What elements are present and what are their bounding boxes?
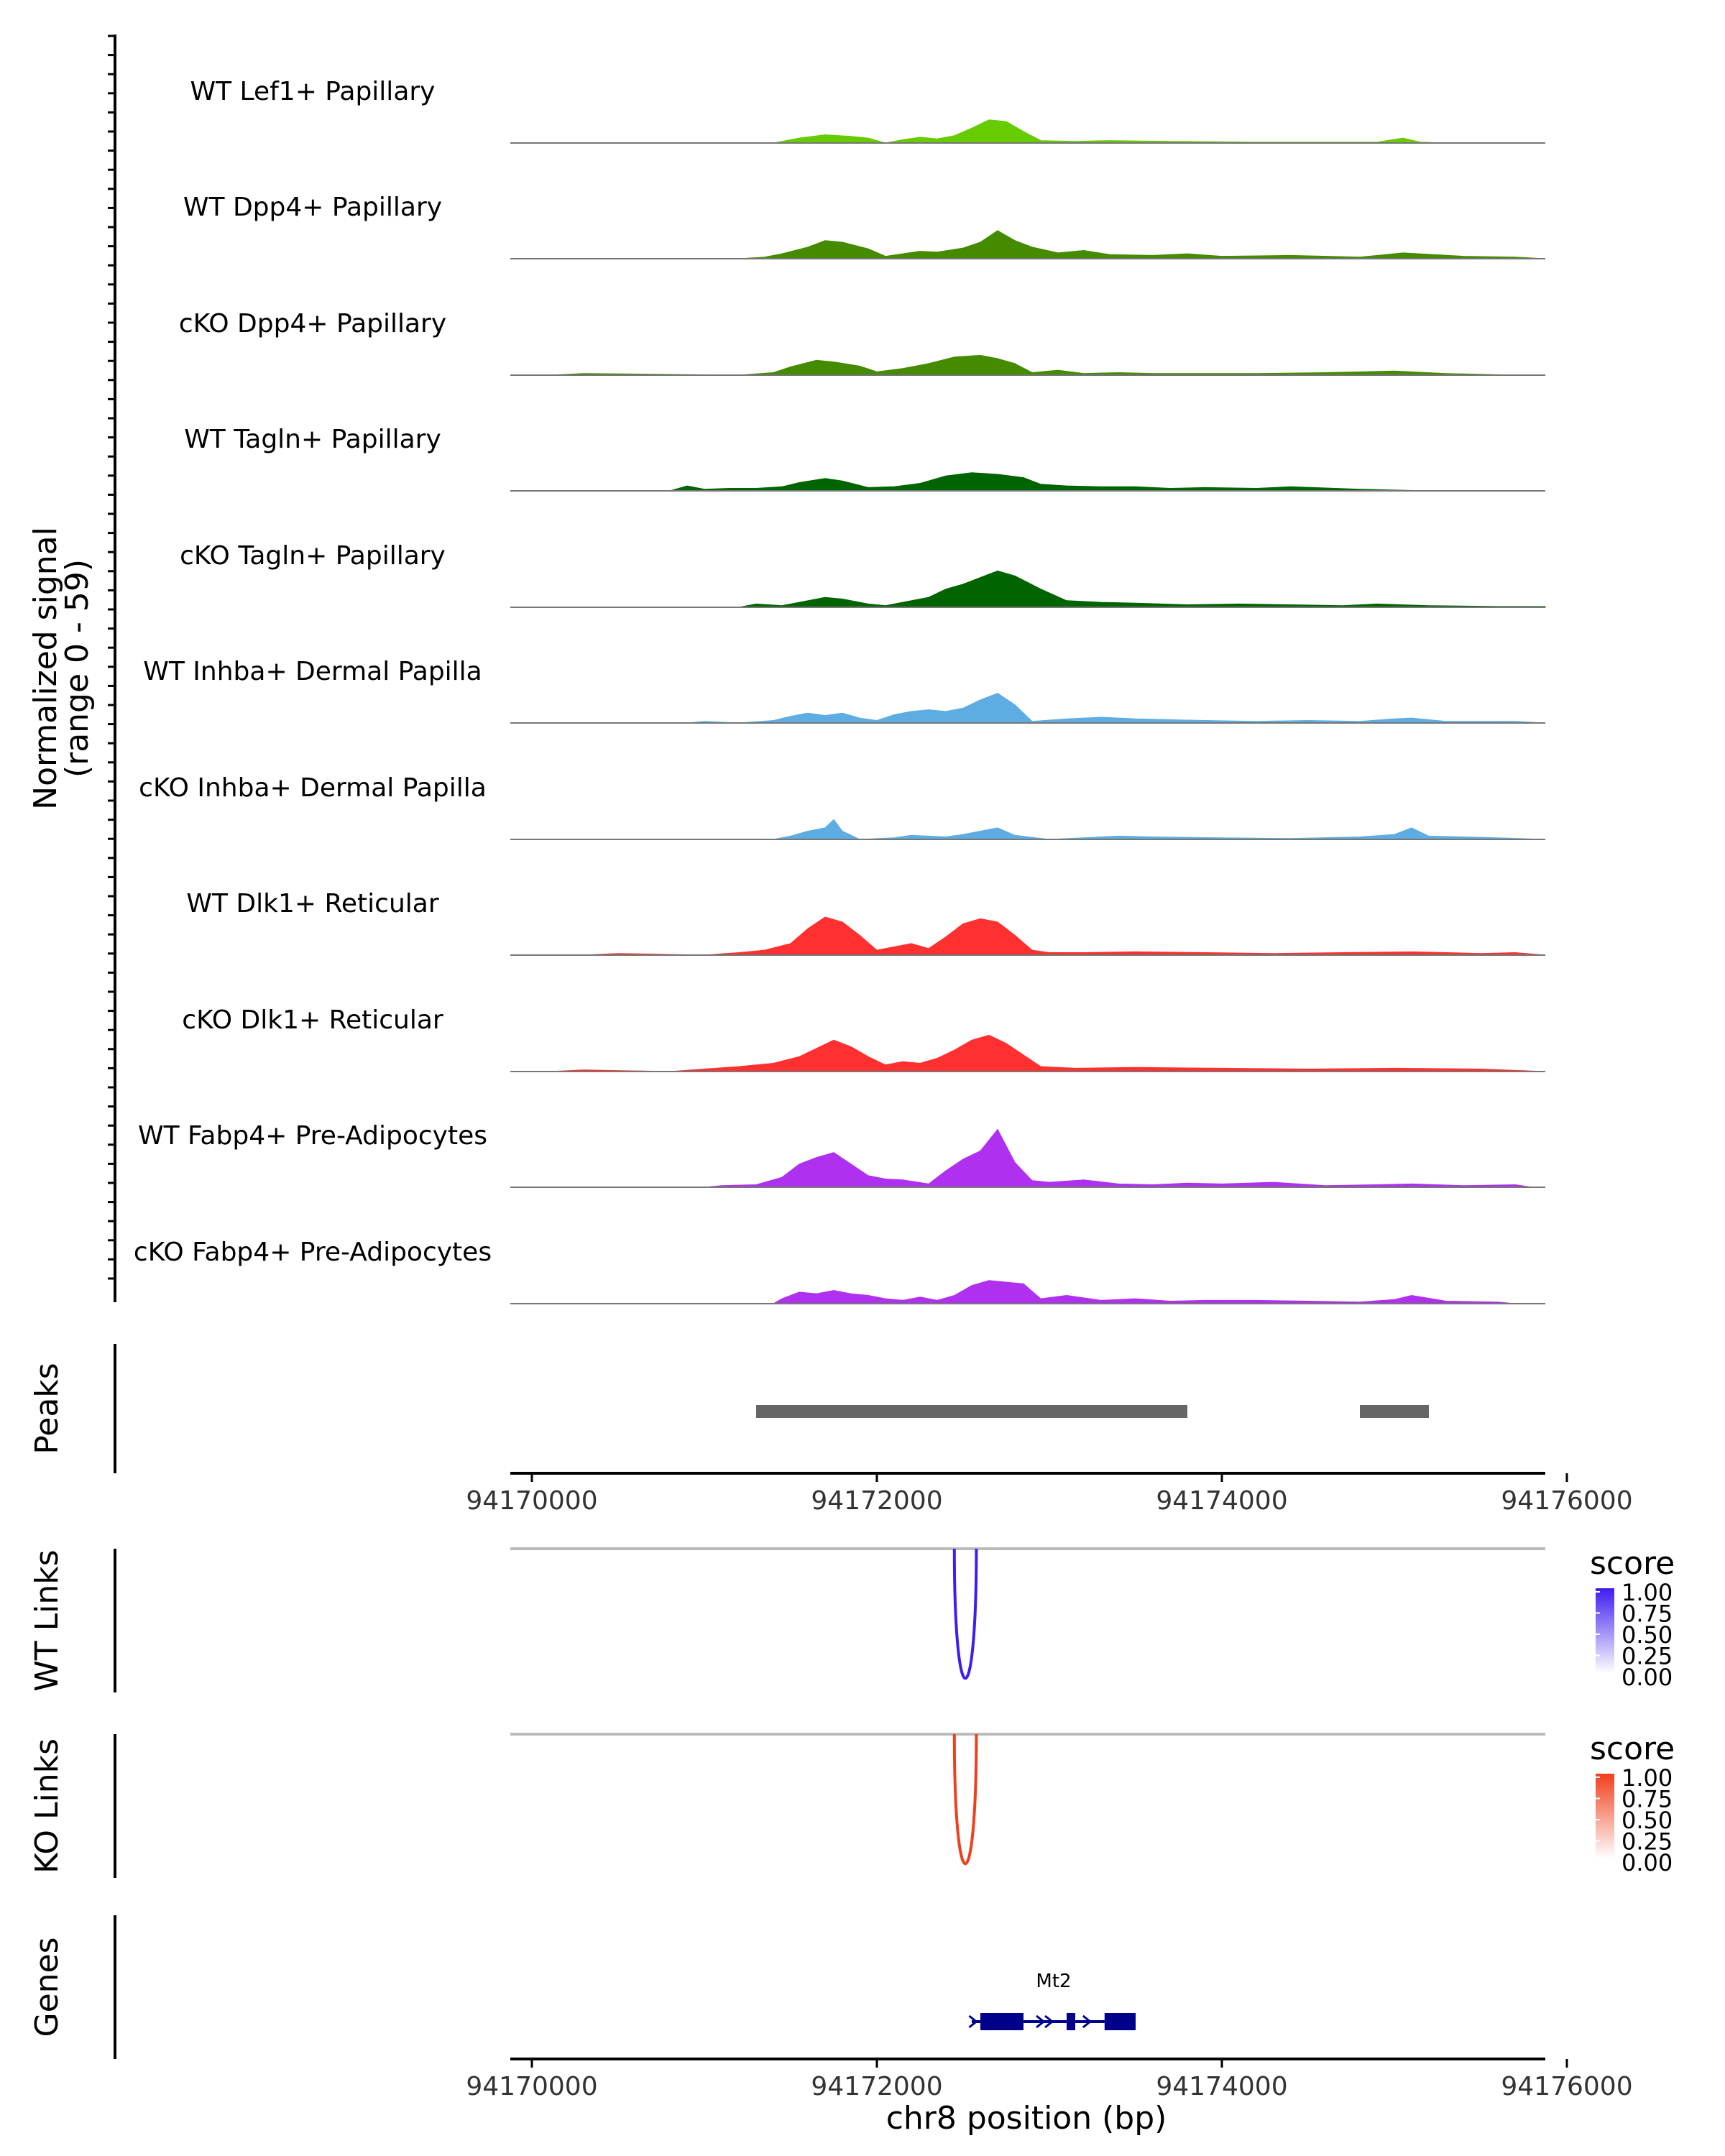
peaks-ylabel: Peaks xyxy=(29,1363,65,1454)
track-label: cKO Fabp4+ Pre-Adipocytes xyxy=(134,1238,492,1267)
track-label: WT Lef1+ Papillary xyxy=(190,77,436,106)
legend-tick-label: 1.00 xyxy=(1622,1764,1673,1792)
legend-tick-label: 0.25 xyxy=(1622,1828,1673,1856)
legend-tick-label: 0.75 xyxy=(1622,1600,1673,1628)
coverage-ylabel: Normalized signal xyxy=(27,527,64,810)
links-ylabel: KO Links xyxy=(29,1738,65,1874)
coverage-track: WT Dpp4+ Papillary xyxy=(183,193,1546,259)
coverage-tracks: WT Lef1+ Papillary WT Dpp4+ Papillary cKO … xyxy=(134,77,1546,1304)
x-tick-label: 94174000 xyxy=(1156,2072,1287,2101)
coverage-area xyxy=(510,916,1546,956)
legend-title: score xyxy=(1590,1545,1675,1582)
coverage-area xyxy=(510,1034,1546,1072)
strand-arrow xyxy=(968,2014,978,2029)
gene-name: Mt2 xyxy=(1036,1971,1071,1992)
coverage-panel: Normalized signal (range 0 - 59) WT Lef1… xyxy=(27,34,1546,1304)
track-label: WT Dpp4+ Papillary xyxy=(183,193,442,222)
coverage-track: WT Inhba+ Dermal Papilla xyxy=(143,657,1546,724)
gene-exon xyxy=(1067,2013,1075,2030)
coverage-track: WT Lef1+ Papillary xyxy=(190,77,1545,144)
legend-colorbar xyxy=(1596,1774,1614,1858)
legend-tick-label: 0.00 xyxy=(1622,1849,1673,1876)
coverage-area xyxy=(510,819,1546,840)
links-ylabel: WT Links xyxy=(29,1549,65,1691)
link-arc xyxy=(952,1548,978,1680)
coverage-track: cKO Tagln+ Papillary xyxy=(180,541,1546,608)
x-tick-label: 94172000 xyxy=(811,2072,942,2101)
peaks-x-ticks: 94170000 94172000 94174000 94176000 xyxy=(466,1473,1633,1516)
x-tick-label: 94170000 xyxy=(466,1486,597,1516)
legend-colorbar xyxy=(1596,1588,1614,1673)
coverage-track: WT Fabp4+ Pre-Adipocytes xyxy=(138,1121,1545,1188)
x-tick-label: 94172000 xyxy=(811,1486,942,1516)
coverage-track: cKO Fabp4+ Pre-Adipocytes xyxy=(134,1238,1545,1304)
x-tick-label: 94174000 xyxy=(1156,1486,1287,1516)
strand-arrow xyxy=(1082,2014,1092,2029)
coverage-area xyxy=(510,119,1545,144)
coverage-area xyxy=(510,1280,1545,1304)
genes-xlabel: chr8 position (bp) xyxy=(886,2100,1167,2137)
coverage-track: cKO Dlk1+ Reticular xyxy=(182,1005,1546,1072)
genes-x-ticks: 94170000 94172000 94174000 94176000 xyxy=(466,2059,1633,2101)
legend-title: score xyxy=(1590,1731,1675,1767)
coverage-area xyxy=(510,230,1546,259)
coverage-ylabel-range: (range 0 - 59) xyxy=(59,559,96,778)
coverage-area xyxy=(510,472,1545,492)
peak-bar xyxy=(1360,1405,1429,1418)
genes-panel: Genes Mt2 94170000 94172000 94174000 941760… xyxy=(29,1915,1633,2137)
peak-bars xyxy=(756,1405,1429,1418)
legend-tick-label: 0.25 xyxy=(1622,1643,1673,1670)
gene-model: Mt2 xyxy=(968,1971,1136,2030)
legend-tick-label: 0.50 xyxy=(1622,1807,1673,1834)
coverage-track: WT Tagln+ Papillary xyxy=(184,425,1545,492)
coverage-y-ticks xyxy=(108,34,115,1280)
track-label: WT Fabp4+ Pre-Adipocytes xyxy=(138,1121,487,1151)
peak-bar xyxy=(756,1405,1187,1418)
coverage-track: cKO Dpp4+ Papillary xyxy=(179,309,1545,376)
coverage-track: WT Dlk1+ Reticular xyxy=(186,889,1546,956)
track-label: cKO Dpp4+ Papillary xyxy=(179,309,446,338)
strand-arrow xyxy=(1044,2014,1054,2029)
x-tick-label: 94170000 xyxy=(466,2072,597,2101)
peaks-panel: Peaks 94170000 94172000 94174000 94176000 xyxy=(29,1344,1633,1516)
gene-exon xyxy=(1104,2013,1136,2030)
track-label: cKO Dlk1+ Reticular xyxy=(182,1005,443,1035)
x-tick-label: 94176000 xyxy=(1501,1486,1632,1516)
legend-tick-label: 0.50 xyxy=(1622,1621,1673,1649)
coverage-area xyxy=(510,1128,1545,1188)
track-label: cKO Inhba+ Dermal Papilla xyxy=(139,773,487,803)
genes-ylabel: Genes xyxy=(29,1937,65,2037)
track-label: WT Dlk1+ Reticular xyxy=(186,889,438,918)
coverage-area xyxy=(510,693,1546,724)
track-label: WT Inhba+ Dermal Papilla xyxy=(143,657,482,686)
track-label: cKO Tagln+ Papillary xyxy=(180,541,446,571)
coverage-track: cKO Inhba+ Dermal Papilla xyxy=(139,773,1546,840)
coverage-area xyxy=(510,570,1546,608)
link-arc xyxy=(952,1733,978,1866)
strand-arrow xyxy=(1036,2014,1046,2029)
legend-tick-label: 1.00 xyxy=(1622,1579,1673,1606)
legend-tick-label: 0.00 xyxy=(1622,1664,1673,1691)
legend-tick-label: 0.75 xyxy=(1622,1786,1673,1813)
coverage-area xyxy=(510,354,1545,376)
x-tick-label: 94176000 xyxy=(1501,2072,1632,2101)
track-label: WT Tagln+ Papillary xyxy=(184,425,441,454)
gene-exon xyxy=(980,2013,1024,2030)
